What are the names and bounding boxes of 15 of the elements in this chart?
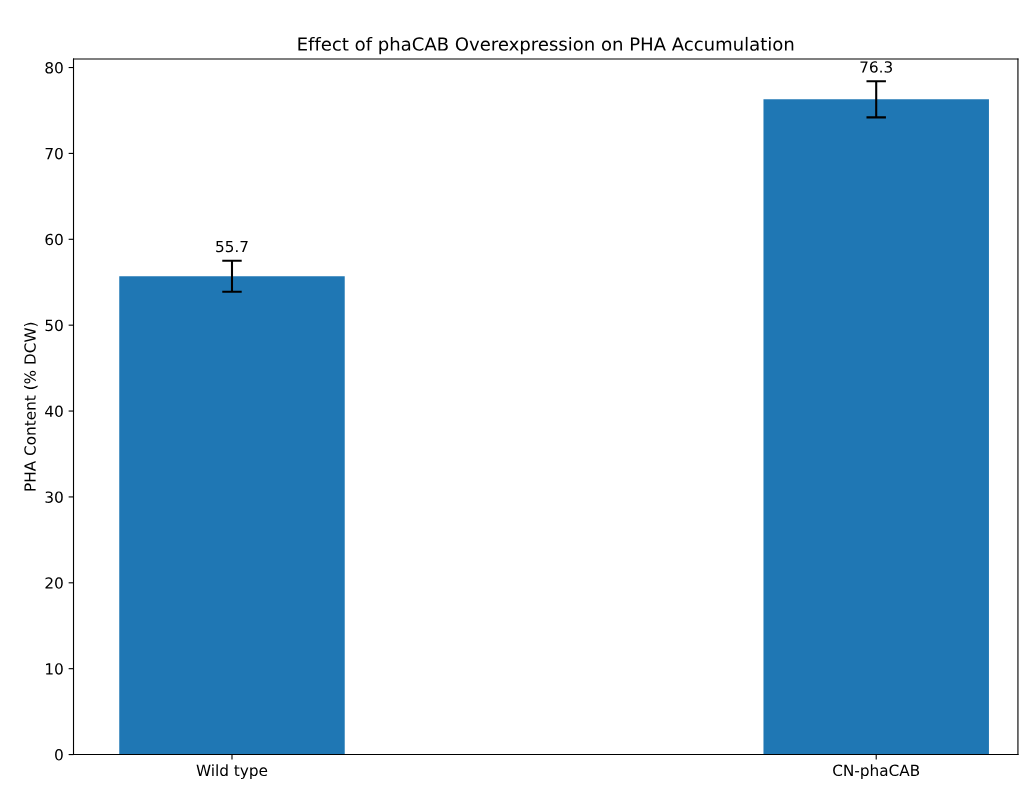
data-label: 55.7 bbox=[216, 240, 248, 253]
y-tick-label: 60 bbox=[45, 233, 63, 246]
x-tick-label: Wild type bbox=[196, 764, 268, 780]
y-tick-label: 20 bbox=[45, 577, 63, 589]
y-axis-title: PHA Content (% DCW) bbox=[24, 322, 38, 491]
y-tick-label: 80 bbox=[45, 62, 63, 74]
chart-title: Effect of phaCAB Overexpression on PHA Accumulation bbox=[298, 36, 794, 55]
y-tick-label: 50 bbox=[45, 319, 63, 332]
y-tick-label: 30 bbox=[45, 491, 63, 503]
y-tick-label: 40 bbox=[45, 405, 63, 418]
y-tick-label: 0 bbox=[55, 749, 63, 761]
y-tick-label: 10 bbox=[46, 663, 63, 675]
x-tick-label: CN-phaCAB bbox=[833, 764, 920, 780]
data-label: 76.3 bbox=[860, 61, 892, 73]
y-tick-label: 70 bbox=[45, 147, 63, 160]
